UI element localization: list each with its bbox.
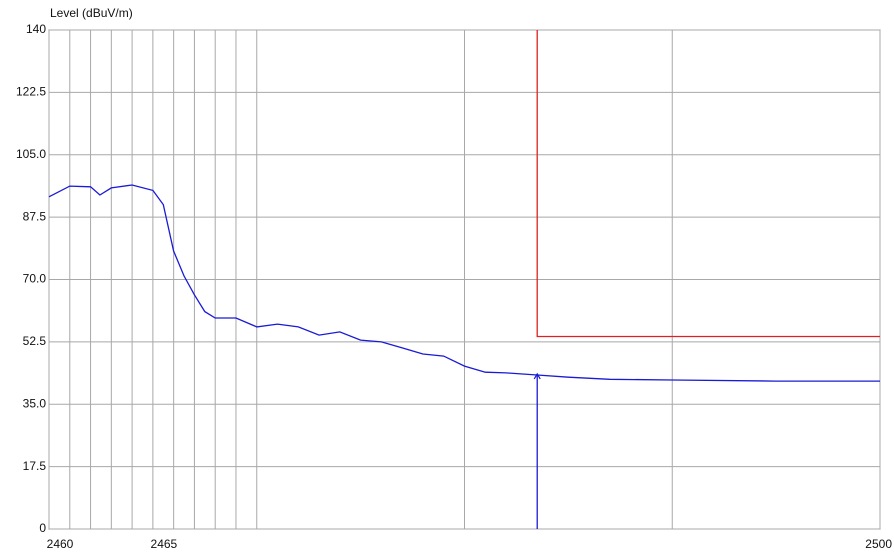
y-tick-label: 105.0 [16, 147, 46, 161]
y-axis-label: Level (dBuV/m) [50, 6, 133, 20]
y-tick-label: 140 [26, 22, 46, 36]
y-tick-label: 70.0 [23, 272, 47, 286]
x-tick-label: 2500 [865, 537, 892, 551]
y-tick-label: 122.5 [16, 85, 46, 99]
y-tick-label: 17.5 [23, 459, 47, 473]
y-tick-label: 52.5 [23, 334, 47, 348]
x-tick-label: 2460 [47, 537, 74, 551]
y-tick-label: 35.0 [23, 396, 47, 410]
series-line [48, 184, 880, 382]
y-tick-label: 0 [39, 521, 46, 535]
y-tick-label: 87.5 [23, 209, 47, 223]
x-tick-label: 2465 [151, 537, 178, 551]
series-line [536, 30, 880, 338]
marker-arrow [533, 372, 541, 380]
